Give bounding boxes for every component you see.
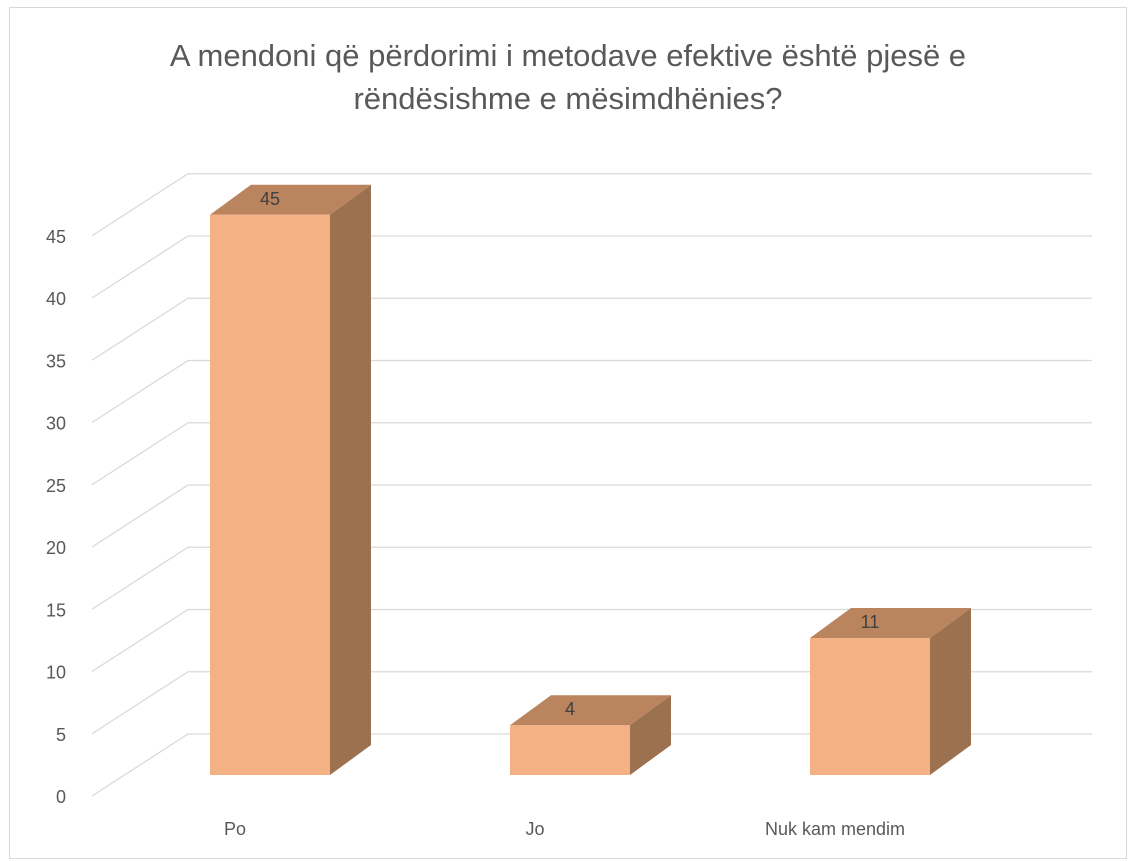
- gridline: [91, 359, 1092, 424]
- chart-title-line-2: rëndësishme e mësimdhënies?: [353, 81, 783, 116]
- gridline: [91, 297, 1092, 361]
- data-labels: 45 4 11: [260, 189, 879, 719]
- bar-front: [510, 725, 630, 775]
- data-label: 45: [260, 189, 280, 209]
- bar-side: [930, 608, 971, 775]
- bar-side: [330, 184, 371, 775]
- gridline: [91, 546, 1092, 610]
- gridline: [91, 422, 1092, 486]
- y-tick-label: 40: [46, 289, 66, 309]
- bar: [510, 695, 671, 775]
- bar-side: [630, 695, 671, 775]
- gridline: [91, 608, 1092, 673]
- bar: [810, 608, 971, 775]
- bar-top: [210, 184, 371, 215]
- x-category-label: Po: [224, 819, 246, 839]
- gridline: [91, 235, 1092, 299]
- data-label: 4: [565, 699, 575, 719]
- data-label: 11: [861, 612, 880, 632]
- x-category-label: Nuk kam mendim: [765, 819, 905, 839]
- y-tick-label: 10: [46, 663, 66, 683]
- chart-title: A mendoni që përdorimi i metodave efekti…: [9, 34, 1127, 120]
- bar-top: [810, 608, 971, 639]
- bar-top: [510, 695, 671, 726]
- y-tick-label: 15: [46, 600, 66, 620]
- gridline: [91, 173, 1092, 237]
- y-tick-label: 35: [46, 351, 66, 371]
- gridlines: [91, 173, 1092, 797]
- bars: [210, 184, 971, 775]
- y-tick-label: 45: [46, 227, 66, 247]
- y-axis-ticks: 0 5 10 15 20 25 30 35 40 45: [46, 227, 66, 807]
- y-tick-label: 5: [56, 725, 66, 745]
- gridline: [91, 733, 1092, 797]
- x-category-label: Jo: [525, 819, 544, 839]
- y-tick-label: 0: [56, 787, 66, 807]
- y-tick-label: 20: [46, 538, 66, 558]
- chart-title-line-1: A mendoni që përdorimi i metodave efekti…: [169, 38, 967, 73]
- bar-front: [810, 638, 930, 775]
- bar-front: [210, 214, 330, 775]
- gridline: [91, 484, 1092, 548]
- gridline: [91, 671, 1092, 735]
- x-axis-categories: Po Jo Nuk kam mendim: [224, 819, 905, 839]
- bar: [210, 184, 371, 775]
- y-tick-label: 25: [46, 476, 66, 496]
- y-tick-label: 30: [46, 414, 66, 434]
